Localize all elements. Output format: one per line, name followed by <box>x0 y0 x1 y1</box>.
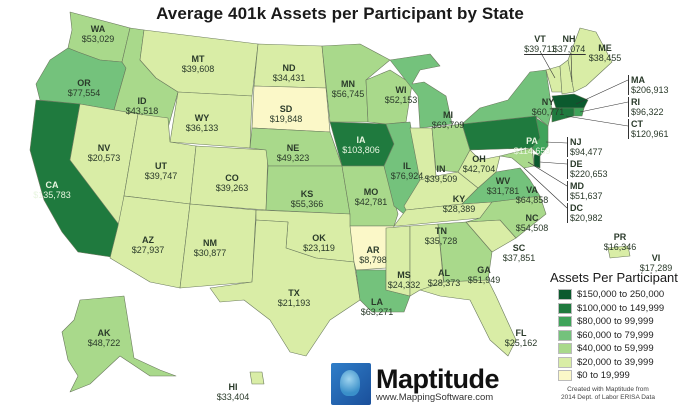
label-RI: RI $96,322 <box>628 97 664 117</box>
legend-swatch <box>558 302 572 314</box>
legend-item: $80,000 to 99,999 <box>548 315 680 329</box>
legend-item: $40,000 to 59,999 <box>548 342 680 356</box>
label-WV: WV $31,781 <box>486 176 520 196</box>
label-CT: CT $120,961 <box>628 119 669 139</box>
label-NC: NC $54,508 <box>515 213 549 233</box>
label-VA: VA $64,858 <box>515 185 549 205</box>
state-AK[interactable] <box>61 295 177 393</box>
label-MO: MO $42,781 <box>354 187 388 207</box>
state-ME[interactable] <box>567 27 613 93</box>
label-WY: WY $36,133 <box>185 113 219 133</box>
legend-swatch <box>558 316 572 328</box>
label-SD: SD $19,848 <box>269 104 303 124</box>
state-RI[interactable] <box>573 107 585 117</box>
legend-swatch <box>558 289 572 301</box>
legend-item: $60,000 to 79,999 <box>548 329 680 343</box>
label-NV: NV $20,573 <box>87 143 121 163</box>
label-AK: AK $48,722 <box>87 328 121 348</box>
label-ME: ME $38,455 <box>588 43 622 63</box>
legend-item: $100,000 to 149,999 <box>548 302 680 316</box>
label-HI: HI $33,404 <box>216 382 250 402</box>
label-TX: TX $21,193 <box>277 288 311 308</box>
label-CO: CO $39,263 <box>215 173 249 193</box>
label-WA: WA $53,029 <box>81 24 115 44</box>
legend-swatch <box>558 329 572 341</box>
logo-name: Maptitude <box>376 363 500 394</box>
maptitude-logo[interactable]: Maptitude www.MappingSoftware.com <box>331 363 500 405</box>
label-LA: LA $63,271 <box>360 297 394 317</box>
label-PR: PR $16,346 <box>603 232 637 252</box>
label-IN: IN $39,509 <box>424 164 458 184</box>
label-AZ: AZ $27,937 <box>131 235 165 255</box>
label-VT: VT $39,711 <box>524 34 556 55</box>
label-NH: NH $37,074 <box>552 34 586 55</box>
label-MN: MN $56,745 <box>331 79 365 99</box>
label-GA: GA $51,949 <box>467 265 501 285</box>
label-WI: WI $52,153 <box>384 85 418 105</box>
label-MI: MI $69,709 <box>431 110 465 130</box>
label-DC: DC $20,982 <box>567 203 603 223</box>
label-MD: MD $51,637 <box>567 181 603 201</box>
label-PA: PA $114,659 <box>513 136 551 156</box>
label-FL: FL $25,162 <box>504 328 538 348</box>
state-AR[interactable] <box>349 225 395 271</box>
legend-item: $0 to 19,999 <box>548 369 680 383</box>
label-AR: AR $8,798 <box>359 245 387 265</box>
label-SC: SC $37,851 <box>502 243 536 263</box>
label-CA: CA $135,783 <box>33 180 71 200</box>
label-TN: TN $35,728 <box>424 226 458 246</box>
state-TX[interactable] <box>209 219 361 357</box>
label-NJ: NJ $94,477 <box>567 137 603 157</box>
legend-item: $20,000 to 39,999 <box>548 356 680 370</box>
label-ND: ND $34,431 <box>272 63 306 83</box>
label-MT: MT $39,608 <box>181 54 215 74</box>
map-title: Average 401k Assets per Participant by S… <box>156 4 524 23</box>
logo-url[interactable]: www.MappingSoftware.com <box>376 391 494 403</box>
state-CT[interactable] <box>551 107 575 123</box>
label-IA: IA $103,806 <box>342 135 380 155</box>
label-KS: KS $55,366 <box>290 189 324 209</box>
state-HI[interactable] <box>249 371 265 385</box>
legend-swatch <box>558 370 572 382</box>
label-NY: NY $60,771 <box>531 97 565 117</box>
label-IL: IL $76,924 <box>390 161 424 181</box>
label-DE: DE $220,653 <box>567 159 608 179</box>
label-UT: UT $39,747 <box>144 161 178 181</box>
label-AL: AL $28,373 <box>427 268 461 288</box>
state-PR[interactable] <box>607 245 631 259</box>
label-OH: OH $42,704 <box>462 154 496 174</box>
label-NM: NM $30,877 <box>193 238 227 258</box>
state-MD[interactable] <box>499 147 535 169</box>
legend-swatch <box>558 343 572 355</box>
label-ID: ID $43,518 <box>125 96 159 116</box>
label-OK: OK $23,119 <box>303 233 335 253</box>
state-MI[interactable] <box>389 53 453 129</box>
state-MA[interactable] <box>551 93 589 109</box>
state-GA[interactable] <box>437 221 493 283</box>
label-KY: KY $28,389 <box>442 194 476 214</box>
legend-item: $150,000 to 250,000 <box>548 288 680 302</box>
label-MA: MA $206,913 <box>628 75 669 95</box>
label-NE: NE $49,323 <box>276 143 310 163</box>
label-MS: MS $24,332 <box>387 270 421 290</box>
data-credit: Created with Maptitude from 2014 Dept. o… <box>561 385 655 401</box>
globe-head-icon <box>331 363 371 405</box>
legend-swatch <box>558 356 572 368</box>
state-DE[interactable] <box>533 153 541 169</box>
legend: Assets Per Participant $150,000 to 250,0… <box>548 270 680 402</box>
state-FL[interactable] <box>419 279 517 357</box>
label-OR: OR $77,554 <box>67 78 101 98</box>
label-VI: VI $17,289 <box>639 253 673 273</box>
legend-title: Assets Per Participant <box>550 270 678 285</box>
state-WI[interactable] <box>365 69 413 125</box>
